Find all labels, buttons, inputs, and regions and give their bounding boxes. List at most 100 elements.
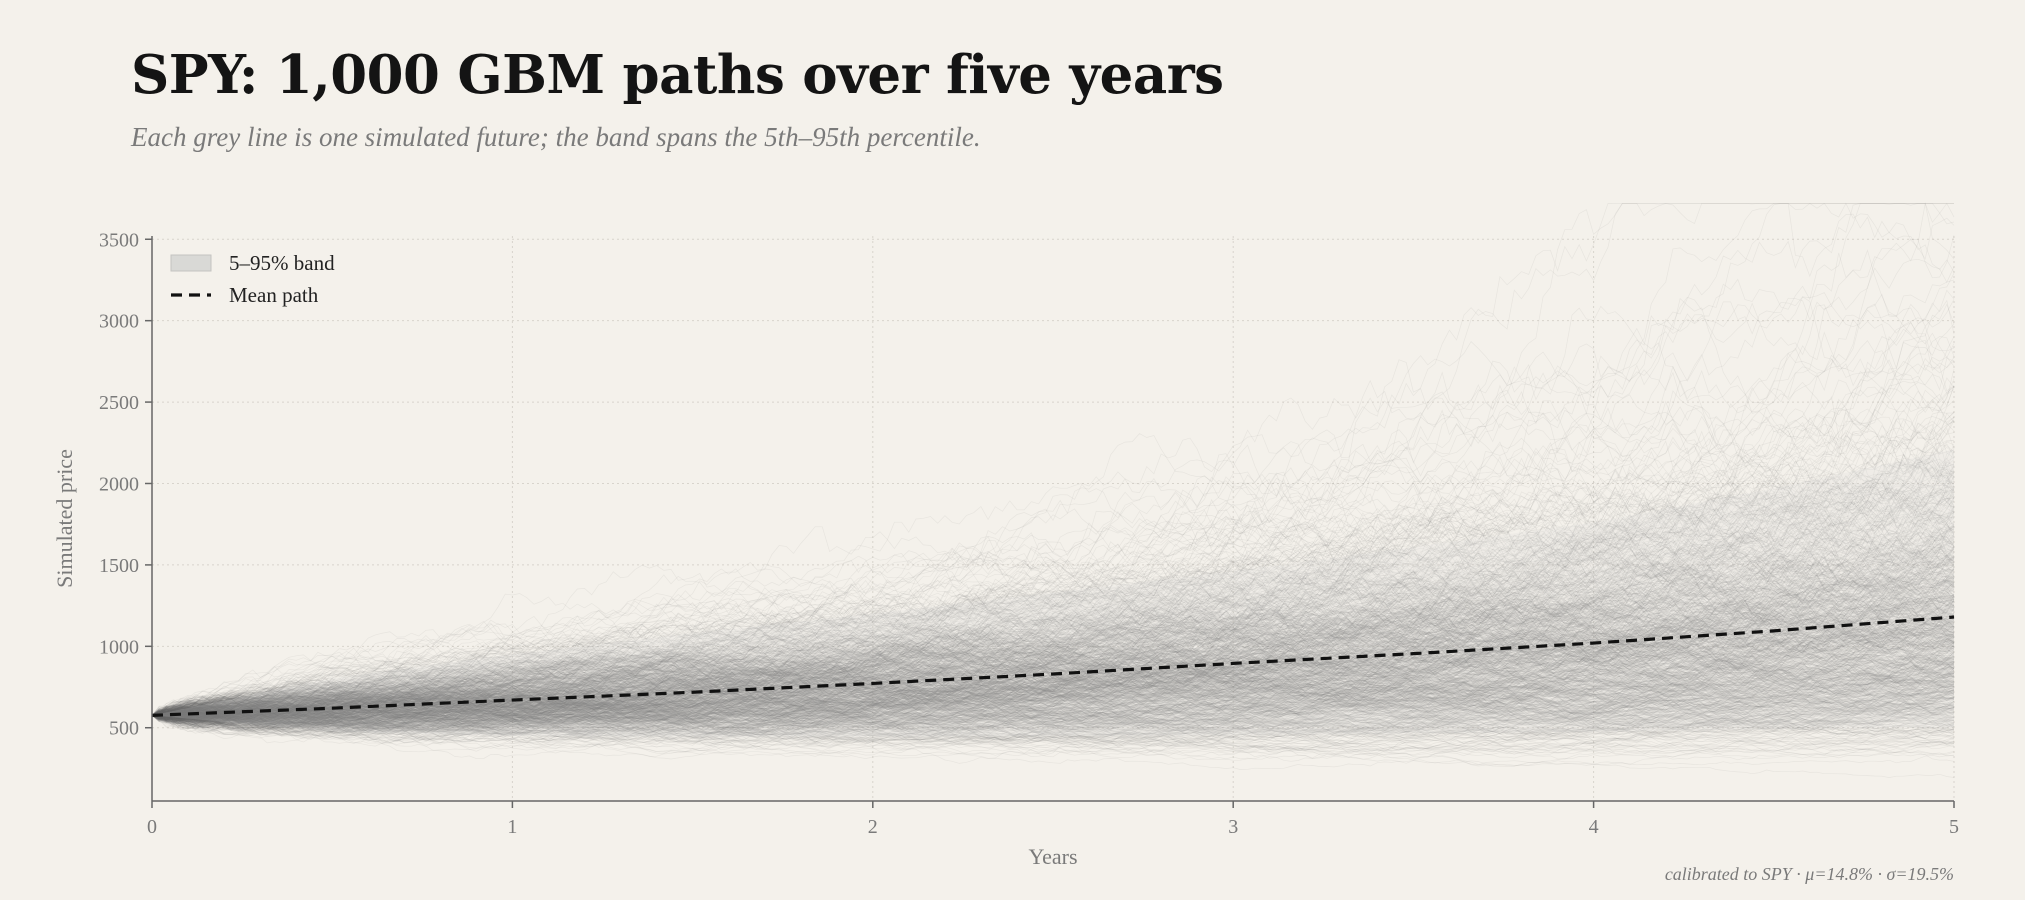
x-tick-label: 3 [1228,816,1238,838]
simulated-path [151,486,1955,716]
simulated-path [151,659,1955,740]
simulated-path [151,580,1955,724]
simulated-path [151,672,1955,725]
simulated-path [151,584,1955,729]
simulated-path [151,525,1955,719]
simulated-path [151,658,1955,719]
chart-subtitle: Each grey line is one simulated future; … [131,122,981,152]
simulated-path [151,597,1955,730]
simulated-path [151,636,1955,722]
chart-title: SPY: 1,000 GBM paths over five years [131,44,1224,106]
simulated-path [151,684,1955,742]
simulated-path [151,640,1955,726]
simulated-path [151,515,1955,720]
simulated-path [151,480,1955,720]
simulated-path [151,675,1955,748]
simulated-path [151,579,1955,717]
simulated-path [151,203,1955,716]
y-axis-label: Simulated price [52,449,77,588]
simulated-path [151,560,1955,733]
simulated-path [151,474,1955,717]
simulated-path [151,513,1955,719]
simulated-path [151,597,1955,716]
simulated-path [151,628,1955,726]
y-tick-label: 500 [109,718,139,740]
simulated-path [151,555,1955,720]
simulated-path [151,477,1955,716]
simulated-path [152,662,1955,734]
x-axis-label: Years [1028,844,1077,869]
x-tick-label: 4 [1589,816,1599,838]
simulated-path [151,385,1955,721]
simulated-path [151,693,1955,734]
simulated-path [151,672,1955,736]
y-tick-label: 3500 [99,229,139,251]
x-tick-label: 5 [1949,816,1959,838]
simulated-path [151,715,1955,760]
simulated-path [151,604,1955,735]
simulated-path [151,258,1955,727]
simulated-path [151,679,1955,722]
grid-lines [152,236,1955,801]
simulated-path [151,428,1955,716]
simulated-path [151,687,1955,738]
simulated-path [151,518,1955,716]
x-tick-label: 0 [147,816,157,838]
simulated-path [151,542,1955,725]
simulated-path [151,621,1955,719]
y-tick-label: 3000 [99,311,139,333]
simulated-path [151,543,1955,717]
simulated-path [151,617,1955,740]
simulated-path [151,688,1955,742]
y-tick-label: 2000 [99,473,139,495]
simulated-path [151,638,1955,721]
simulated-path [151,609,1955,729]
simulated-path [151,498,1955,723]
simulated-path [151,680,1955,751]
simulated-path [151,589,1955,723]
simulated-path [151,368,1955,720]
simulated-path [151,580,1955,716]
simulated-path [151,592,1955,716]
simulated-path [151,596,1955,718]
x-tick-label: 2 [868,816,878,838]
y-tick-label: 2500 [99,392,139,414]
simulated-path [151,378,1955,726]
simulated-path [151,634,1955,718]
simulated-path [151,603,1955,720]
simulated-path [151,492,1955,716]
simulated-path [151,591,1955,730]
simulated-path [151,653,1955,725]
simulated-path [151,488,1955,727]
simulated-path [151,694,1955,758]
simulated-path [151,528,1955,725]
simulated-path [151,653,1955,742]
legend: 5–95% band Mean path [170,251,335,307]
simulated-path [151,534,1955,725]
y-tick-label: 1500 [99,555,139,577]
simulated-path [151,656,1955,722]
simulated-path [152,567,1955,716]
simulated-path [151,677,1955,727]
simulated-path [151,325,1955,720]
simulated-path [151,631,1955,738]
simulated-path [151,498,1955,727]
simulated-path [151,447,1955,725]
simulated-path [151,655,1955,730]
simulated-path [151,471,1955,723]
simulated-path [151,672,1955,730]
simulated-path [152,598,1955,716]
simulated-path [151,632,1955,743]
simulated-path [151,673,1955,724]
simulated-path [152,697,1955,760]
simulated-path [151,604,1955,719]
simulated-path [151,706,1955,755]
simulated-path [151,701,1955,746]
simulated-path [151,533,1955,721]
simulated-path [151,683,1955,735]
simulated-path [151,625,1955,721]
simulated-path [151,676,1955,730]
simulated-paths [151,202,1955,778]
simulated-path [151,637,1955,719]
